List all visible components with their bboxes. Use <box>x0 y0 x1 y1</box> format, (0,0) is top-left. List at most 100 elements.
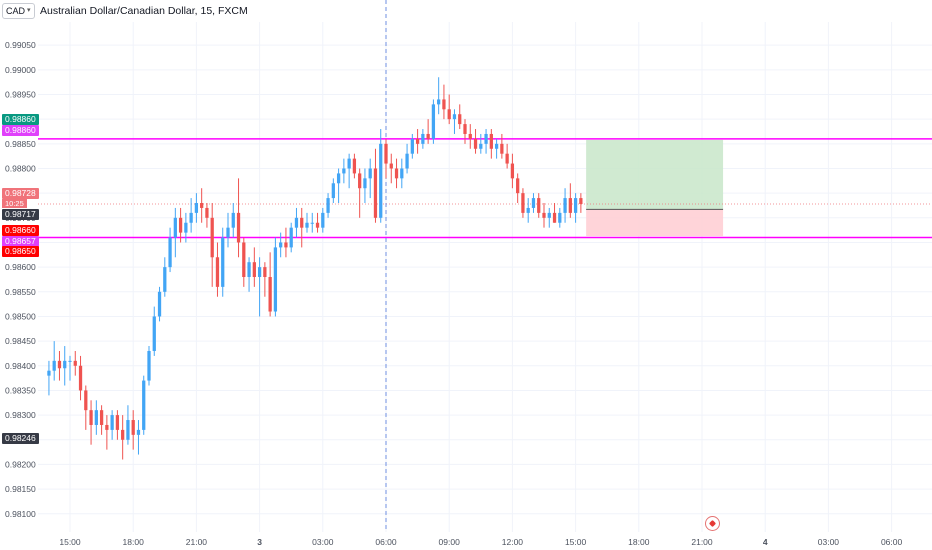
x-tick-label: 06:00 <box>881 537 903 547</box>
canada-flag-icon[interactable] <box>705 516 720 531</box>
candle <box>547 207 551 228</box>
candle-body <box>84 390 88 411</box>
candle-body <box>289 227 293 248</box>
currency-selector-button[interactable]: CAD ▾ <box>2 3 35 19</box>
y-tick-label: 0.98450 <box>5 336 36 346</box>
y-tick-label: 0.98950 <box>5 90 36 100</box>
candle <box>226 212 230 248</box>
candle <box>200 188 204 223</box>
candle <box>273 237 278 317</box>
candle-body <box>184 222 188 233</box>
candle <box>173 207 177 258</box>
candle <box>189 198 193 233</box>
candle <box>315 212 320 233</box>
x-tick-label: 03:00 <box>312 537 334 547</box>
horizontal-levels[interactable] <box>38 138 932 239</box>
candle-body <box>305 222 309 228</box>
candle <box>336 168 341 204</box>
x-tick-label: 09:00 <box>439 537 461 547</box>
candle <box>47 360 51 396</box>
last-price-tag: 0.98717 <box>2 209 39 220</box>
candle <box>394 158 399 189</box>
candle <box>563 188 567 223</box>
candle <box>294 207 299 238</box>
candle-body <box>315 222 320 228</box>
candle <box>142 375 146 435</box>
candle-body <box>373 168 378 218</box>
candle <box>579 193 583 213</box>
candle-body <box>526 207 530 213</box>
candle-body <box>168 237 172 268</box>
candle-body <box>510 163 515 179</box>
candle-body <box>200 203 204 208</box>
candle-body <box>368 168 372 179</box>
y-tick-label: 0.98850 <box>5 139 36 149</box>
candle <box>152 306 156 356</box>
candle <box>352 153 357 179</box>
candle-body <box>458 114 462 125</box>
candle <box>494 138 499 159</box>
candle <box>163 257 167 297</box>
position-zone[interactable] <box>586 139 724 237</box>
candle-body <box>78 365 83 391</box>
candle-body <box>173 217 177 238</box>
y-tick-label: 0.98100 <box>5 509 36 519</box>
candle-body <box>352 158 357 174</box>
y-tick-label: 0.98350 <box>5 385 36 395</box>
candle-body <box>115 415 120 430</box>
candle-body <box>310 222 314 224</box>
candle-body <box>494 143 499 149</box>
candle <box>221 227 225 297</box>
candle <box>431 99 436 144</box>
stop-zone[interactable] <box>586 209 724 237</box>
candle-body <box>484 133 488 144</box>
y-axis: 0.981000.981500.982000.982500.983000.983… <box>5 40 36 519</box>
candle-body <box>252 262 256 277</box>
candle-body <box>389 163 393 169</box>
candle-body <box>331 183 335 199</box>
candle <box>473 129 478 154</box>
candle <box>94 400 98 435</box>
candle <box>347 153 351 189</box>
candle-body <box>321 212 325 228</box>
candle-body <box>468 133 472 139</box>
candle-body <box>273 247 278 312</box>
candle-body <box>284 242 288 248</box>
lower-level-tag: 0.98660 <box>2 225 39 236</box>
candle-body <box>121 429 125 440</box>
candle <box>99 405 104 435</box>
candle <box>573 193 578 223</box>
x-tick-label: 12:00 <box>502 537 524 547</box>
candle <box>363 168 367 204</box>
candle <box>279 232 283 258</box>
candle-body <box>400 168 404 179</box>
candle <box>526 198 530 223</box>
upper-level-tag: 0.98860 <box>2 114 39 125</box>
candle-body <box>505 153 509 164</box>
candle-body <box>363 178 367 189</box>
candle-body <box>268 277 272 312</box>
candle <box>215 242 220 297</box>
candle-body <box>147 350 151 381</box>
x-tick-label: 15:00 <box>565 537 587 547</box>
current-price-tag: 0.98728 <box>2 188 39 199</box>
candle <box>421 129 425 149</box>
y-tick-label: 0.98600 <box>5 262 36 272</box>
candle <box>242 237 246 287</box>
candle-body <box>442 99 446 110</box>
y-tick-label: 0.98200 <box>5 459 36 469</box>
candle <box>510 153 515 189</box>
candle <box>110 410 114 440</box>
candle-body <box>447 109 451 120</box>
candle-body <box>358 173 362 189</box>
candle <box>157 286 162 322</box>
candle <box>194 193 199 223</box>
candle <box>321 207 325 233</box>
candle <box>57 350 62 381</box>
candle-body <box>516 178 520 194</box>
candle-body <box>426 133 430 139</box>
candle <box>105 415 109 450</box>
target-zone[interactable] <box>586 139 724 210</box>
candle <box>468 124 472 149</box>
